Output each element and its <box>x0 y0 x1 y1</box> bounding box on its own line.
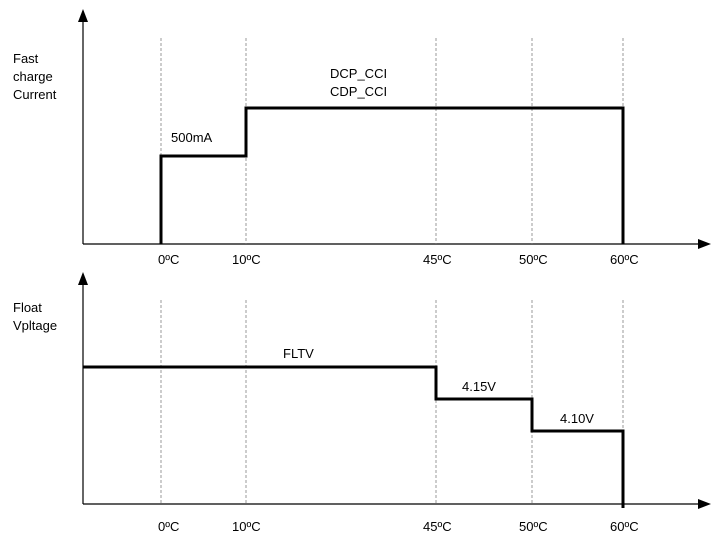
bottom-tick-0c: 0ºC <box>158 519 179 534</box>
top-x-axis-arrow <box>698 239 711 249</box>
bottom-ylabel-line-1: Float <box>13 300 42 315</box>
fast-charge-current-trace <box>159 106 625 244</box>
top-tick-45c: 45ºC <box>423 252 452 267</box>
top-ylabel-line-3: Current <box>13 87 57 102</box>
bottom-tick-45c: 45ºC <box>423 519 452 534</box>
bottom-ylabel-line-2: Vpltage <box>13 318 57 333</box>
float-voltage-trace <box>83 365 625 508</box>
label-4-15v: 4.15V <box>462 379 496 394</box>
bottom-tick-60c: 60ºC <box>610 519 639 534</box>
label-4-10v: 4.10V <box>560 411 594 426</box>
top-panel: Fast charge Current 500mA DCP_CCI CDP_CC… <box>13 9 711 267</box>
top-tick-50c: 50ºC <box>519 252 548 267</box>
label-fltv: FLTV <box>283 346 314 361</box>
bottom-x-axis-arrow <box>698 499 711 509</box>
bottom-tick-10c: 10ºC <box>232 519 261 534</box>
top-tick-10c: 10ºC <box>232 252 261 267</box>
top-ylabel-line-2: charge <box>13 69 53 84</box>
label-dcp-cci: DCP_CCI <box>330 66 387 81</box>
bottom-panel: Float Vpltage FLTV 4.15V 4.10V 0ºC 10ºC … <box>13 272 711 534</box>
top-tick-60c: 60ºC <box>610 252 639 267</box>
bottom-y-axis-arrow <box>78 272 88 285</box>
bottom-tick-50c: 50ºC <box>519 519 548 534</box>
top-ylabel-line-1: Fast <box>13 51 39 66</box>
top-y-axis-arrow <box>78 9 88 22</box>
top-tick-0c: 0ºC <box>158 252 179 267</box>
label-500ma: 500mA <box>171 130 213 145</box>
label-cdp-cci: CDP_CCI <box>330 84 387 99</box>
